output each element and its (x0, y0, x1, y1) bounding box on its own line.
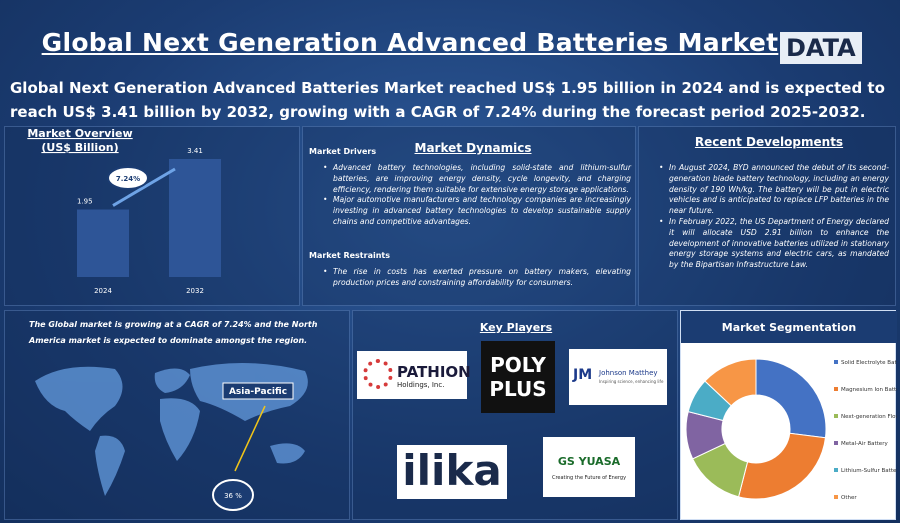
region-label: Asia-Pacific (229, 387, 287, 397)
logo-text: POLY (490, 353, 546, 377)
donut-slice (737, 432, 827, 500)
legend-label: Lithium-Sulfur Battery (841, 468, 897, 474)
drivers-heading: Market Drivers (309, 147, 377, 156)
panel-title: Market Dynamics (414, 141, 532, 155)
development: In August 2024, BYD announced the debut … (669, 163, 889, 217)
logo: DATA (780, 32, 862, 64)
x-tick-label: 2024 (94, 287, 112, 295)
region-box (222, 382, 294, 400)
growth-arrow (112, 167, 176, 207)
panel-title: Recent Developments (694, 135, 844, 149)
share-bubble (212, 479, 254, 511)
x-tick-label: 2032 (186, 287, 204, 295)
logo-pathion: PATHION Holdings, Inc. (357, 351, 471, 399)
bar-chart: Market Overview (US$ Billion) 1.95 2024 3.… (27, 127, 221, 295)
donut-chart: Market Segmentation Solid Electrolyte Ba… (681, 311, 900, 501)
legend-swatch (834, 387, 838, 391)
logo-text: Creating the Future of Energy (551, 475, 627, 481)
value-label: 3.41 (187, 147, 203, 155)
world-map: Asia-Pacific 36 % (35, 362, 308, 511)
donut-slice (704, 358, 757, 407)
logo-text: PLUS (489, 377, 547, 401)
chart-subtitle: (US$ Billion) (41, 141, 118, 154)
restraint: The rise in costs has exerted pressure o… (333, 267, 631, 289)
players-panel: Key Players PATHION Holdings, Inc. POLY … (352, 310, 678, 520)
map-panel: The Global market is growing at a CAGR o… (4, 310, 350, 520)
legend-swatch (834, 441, 838, 445)
developments-list: In August 2024, BYD announced the debut … (657, 163, 889, 271)
pointer (234, 405, 266, 472)
dynamics-panel: Market Dynamics Market Drivers Advanced … (302, 126, 636, 306)
segmentation-panel: Market Segmentation Solid Electrolyte Ba… (680, 310, 900, 520)
driver: Advanced battery technologies, including… (333, 163, 631, 195)
driver: Major automotive manufacturers and techn… (333, 195, 631, 227)
legend-swatch (834, 414, 838, 418)
chart-title: Market Overview (27, 127, 132, 140)
legend-label: Other (841, 495, 857, 501)
logo-ilika: ilika (397, 445, 507, 499)
logo-text: PATHION (397, 363, 471, 381)
logo-text: Holdings, Inc. (397, 381, 445, 389)
bar (169, 159, 221, 277)
summary: Global Next Generation Advanced Batterie… (10, 79, 885, 121)
logo-text: GS YUASA (557, 455, 621, 468)
bar (77, 209, 129, 277)
logo-gs-yuasa: GS YUASA Creating the Future of Energy (543, 437, 635, 497)
legend-swatch (834, 468, 838, 472)
page-title: Global Next Generation Advanced Batterie… (41, 28, 779, 57)
cagr-label: 7.24% (116, 175, 140, 183)
logo-text: Johnson Matthey (599, 369, 658, 377)
region-share: 36 % (224, 492, 242, 500)
overview-panel: Market Overview (US$ Billion) 1.95 2024 3.… (4, 126, 300, 306)
restraints-heading: Market Restraints (309, 251, 390, 260)
logo-polyplus: POLY PLUS (481, 341, 555, 413)
title-band (681, 311, 897, 343)
logo-text: Inspiring science, enhancing life (599, 379, 664, 384)
legend-label: Next-generation Flow Battery (841, 414, 897, 420)
developments-panel: Recent Developments In August 2024, BYD … (638, 126, 896, 306)
cagr-bubble (107, 166, 149, 190)
logo-text: JM (573, 367, 593, 383)
legend-swatch (834, 495, 838, 499)
development: In February 2022, the US Department of E… (669, 217, 889, 271)
value-label: 1.95 (77, 198, 93, 206)
panel-title: Key Players (479, 321, 553, 334)
legend-swatch (834, 360, 838, 364)
legend-label: Magnesium Ion Battery (841, 387, 897, 393)
restraints-list: The rise in costs has exerted pressure o… (321, 267, 631, 289)
chart-title: Market Segmentation (722, 321, 856, 334)
drivers-list: Advanced battery technologies, including… (321, 163, 631, 228)
legend-label: Solid Electrolyte Battery (841, 360, 897, 366)
legend-label: Metal-Air Battery (841, 441, 888, 447)
map-caption: The Global market is growing at a CAGR o… (29, 320, 318, 345)
donut-slice (755, 358, 827, 439)
logo-johnson-matthey: JM Johnson Matthey Inspiring science, en… (569, 349, 667, 405)
logo-mark (363, 359, 393, 389)
